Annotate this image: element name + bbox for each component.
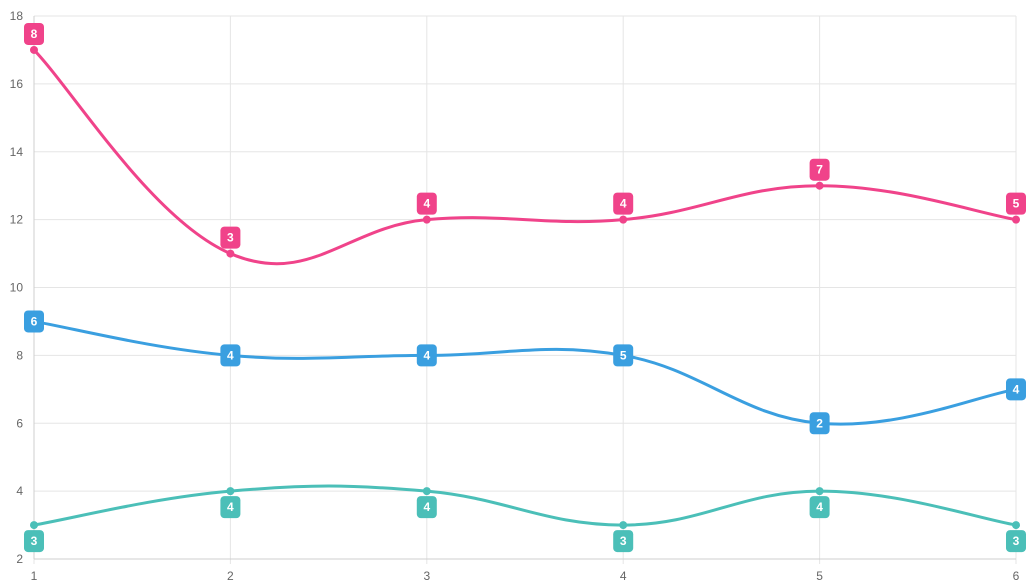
data-label: 4: [416, 344, 437, 367]
y-tick-label: 4: [16, 484, 23, 498]
x-tick-label: 1: [31, 569, 38, 583]
data-label-text: 6: [31, 314, 38, 328]
series-line: [32, 484, 1018, 527]
x-tick-label: 6: [1013, 569, 1020, 583]
grid: [33, 15, 1017, 564]
y-tick-label: 10: [10, 281, 24, 295]
data-label-box: [1006, 530, 1026, 553]
series-1: [30, 45, 1020, 266]
x-tick-label: 4: [620, 569, 627, 583]
data-point[interactable]: [815, 181, 824, 190]
data-label-box: [1006, 192, 1026, 215]
series-2: [30, 317, 1020, 428]
data-point[interactable]: [30, 45, 38, 54]
y-tick-label: 6: [16, 416, 23, 430]
y-tick-label: 8: [16, 348, 23, 362]
data-label: 4: [416, 496, 437, 519]
data-label-text: 3: [620, 534, 627, 548]
data-label-text: 3: [227, 231, 234, 245]
data-label-text: 4: [423, 348, 430, 362]
y-tick-label: 2: [16, 552, 23, 566]
data-point[interactable]: [815, 487, 824, 496]
data-label-box: [809, 158, 830, 181]
series-line: [32, 319, 1018, 426]
data-point[interactable]: [1012, 215, 1020, 224]
data-label-text: 3: [1013, 534, 1020, 548]
data-label-box: [220, 344, 241, 367]
data-label-text: 4: [423, 500, 430, 514]
data-label-box: [416, 192, 437, 215]
data-label: 4: [416, 192, 437, 215]
series-3: [30, 484, 1020, 530]
data-label-box: [24, 530, 44, 553]
data-label-box: [1006, 378, 1026, 401]
data-label: 4: [220, 496, 241, 519]
data-label: 4: [613, 192, 634, 215]
data-label-text: 2: [816, 416, 823, 430]
data-label-text: 4: [423, 197, 430, 211]
data-label-text: 4: [620, 197, 627, 211]
data-label-text: 4: [227, 348, 234, 362]
series-line: [32, 48, 1018, 266]
data-label-text: 5: [620, 348, 627, 362]
data-label-box: [416, 496, 437, 519]
y-tick-label: 14: [10, 145, 24, 159]
data-label-box: [809, 496, 830, 519]
data-point[interactable]: [30, 521, 38, 530]
data-label: 4: [220, 344, 241, 367]
data-label-box: [613, 192, 634, 215]
data-label-box: [416, 344, 437, 367]
data-point[interactable]: [226, 487, 235, 496]
data-label-text: 4: [227, 500, 234, 514]
x-tick-label: 5: [816, 569, 823, 583]
data-label-text: 3: [31, 534, 38, 548]
data-point[interactable]: [1012, 521, 1020, 530]
data-label: 3: [613, 530, 634, 553]
data-label: 3: [24, 530, 44, 553]
data-label: 3: [1006, 530, 1026, 553]
data-label: 2: [809, 412, 830, 435]
data-label-box: [24, 310, 44, 333]
data-label-box: [809, 412, 830, 435]
data-label: 3: [220, 226, 241, 249]
data-label: 6: [24, 310, 44, 333]
data-point[interactable]: [422, 487, 431, 496]
data-label-text: 4: [816, 500, 823, 514]
data-label: 5: [1006, 192, 1026, 215]
data-label: 5: [613, 344, 634, 367]
data-point[interactable]: [226, 249, 235, 258]
data-label: 7: [809, 158, 830, 181]
data-label-text: 7: [816, 163, 823, 177]
data-label: 4: [809, 496, 830, 519]
y-tick-label: 16: [10, 77, 24, 91]
data-label-text: 5: [1013, 197, 1020, 211]
data-label-box: [220, 496, 241, 519]
data-label-box: [613, 530, 634, 553]
data-point[interactable]: [422, 215, 431, 224]
data-point[interactable]: [619, 521, 628, 530]
x-tick-label: 3: [423, 569, 430, 583]
data-label: 8: [24, 22, 44, 45]
data-label-box: [220, 226, 241, 249]
data-label-box: [24, 22, 44, 45]
data-label: 4: [1006, 378, 1026, 401]
data-point[interactable]: [619, 215, 628, 224]
data-label-text: 4: [1013, 382, 1020, 396]
data-label-box: [613, 344, 634, 367]
x-tick-label: 2: [227, 569, 234, 583]
y-tick-label: 18: [10, 9, 24, 23]
y-tick-label: 12: [10, 213, 24, 227]
data-label-text: 8: [31, 27, 38, 41]
data-labels: 8 3 4 4 7 5 6 4 4 5 2 4 3 4 4 3 4 3: [24, 22, 1026, 553]
